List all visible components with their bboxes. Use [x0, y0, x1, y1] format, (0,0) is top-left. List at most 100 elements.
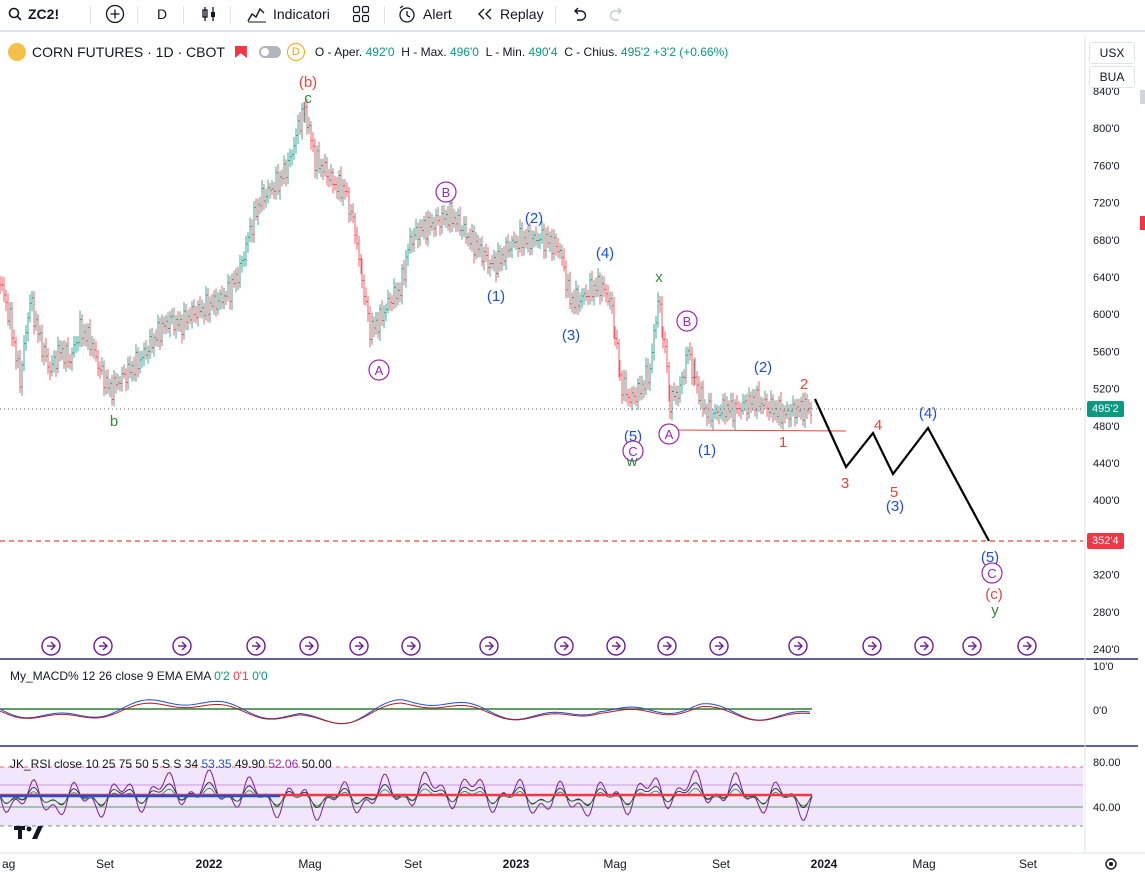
scroll-handle[interactable] [1140, 216, 1145, 230]
price-axis-label: 240'0 [1093, 644, 1120, 656]
divider [137, 6, 138, 24]
wave-label: (1) [487, 288, 505, 305]
layouts-button[interactable] [352, 0, 370, 28]
wave-label: 4 [874, 417, 882, 434]
wave-label: (2) [525, 210, 543, 227]
wave-label: A [665, 427, 674, 442]
alert-button[interactable]: Alert [397, 0, 452, 28]
visibility-toggle[interactable] [258, 46, 281, 58]
symbol-legend[interactable]: CORN FUTURES · 1D · CBOT D O - Aper. 492… [8, 41, 733, 63]
tradingview-logo[interactable] [14, 820, 44, 846]
indicators-label: Indicatori [273, 6, 330, 22]
macd-axis-label: 10'0 [1093, 661, 1113, 673]
symbol-title: CORN FUTURES · 1D · CBOT [32, 44, 225, 60]
wave-label: b [110, 413, 118, 430]
wave-label: (3) [562, 327, 580, 344]
replay-label: Replay [500, 6, 544, 22]
undo-icon [574, 7, 587, 21]
wave-projection-path[interactable] [813, 398, 990, 542]
macd-legend[interactable]: My_MACD% 12 26 close 9 EMA EMA 0'2 0'1 0… [10, 669, 268, 683]
wave-label-circle [368, 359, 390, 381]
unit-selector[interactable]: BUA [1089, 66, 1135, 88]
wave-label: 1 [779, 434, 787, 451]
compare-button[interactable] [105, 0, 125, 28]
event-marker-arrow [666, 641, 672, 651]
support-line [671, 429, 847, 432]
price-axis-label: 480'0 [1093, 421, 1120, 433]
rsi-legend[interactable]: JK_RSI close 10 25 75 50 5 S S 34 53.35 … [10, 757, 332, 771]
event-marker-arrow [563, 641, 569, 651]
wave-label: C [628, 444, 637, 459]
time-axis-label: 2023 [503, 857, 530, 871]
wave-label: (4) [596, 245, 614, 262]
divider [384, 6, 385, 24]
price-axis-label: 560'0 [1093, 346, 1120, 358]
wave-label: (5) [981, 549, 999, 566]
wave-label: (4) [919, 405, 937, 422]
event-marker-arrow [308, 641, 314, 651]
redo-button[interactable] [608, 0, 626, 28]
wave-label-circle [676, 310, 698, 332]
time-axis-label: Set [712, 857, 731, 871]
wave-label: 3 [841, 475, 849, 492]
symbol-search[interactable]: ZC2! [8, 0, 59, 28]
plus-circle-icon [105, 4, 125, 24]
chart-type-button[interactable] [200, 0, 218, 28]
interval-button[interactable]: D [157, 0, 167, 28]
flag-icon[interactable] [234, 46, 247, 58]
event-marker-arrow [255, 641, 261, 651]
price-axis-label: 680'0 [1093, 235, 1120, 247]
replay-button[interactable]: Replay [476, 0, 544, 28]
low-label: L - Min. [485, 45, 526, 59]
macd-value: 0'2 [214, 669, 230, 683]
price-axis[interactable]: 840'0 800'0 760'0 720'0 680'0 640'0 600'0 560'0… [1093, 86, 1120, 656]
undo-button[interactable] [570, 0, 588, 28]
currency-label: USX [1099, 46, 1125, 60]
time-axis-label: Mag [298, 857, 321, 871]
event-marker-arrow [102, 641, 108, 651]
wave-label: (5) [624, 428, 642, 445]
event-marker-arrow [1026, 641, 1032, 651]
tradingview-logo-icon [14, 826, 43, 839]
close-value: 495'2 [620, 45, 650, 59]
wave-label: (b) [299, 74, 317, 91]
scroll-handle[interactable] [1140, 90, 1145, 104]
event-marker-arrow [50, 641, 56, 651]
event-marker-arrow [871, 641, 877, 651]
gear-icon[interactable] [1105, 858, 1117, 870]
price-chart[interactable]: 840'0 800'0 760'0 720'0 680'0 640'0 600'0 560'0… [0, 32, 1145, 885]
wave-label: c [304, 90, 312, 107]
event-marker-arrow [358, 641, 364, 651]
currency-selector[interactable]: USX [1089, 42, 1135, 64]
top-toolbar: ZC2! D Indicatori Alert Replay [0, 0, 1145, 32]
wave-label-circle [658, 423, 680, 445]
rsi-axis-label: 40.00 [1093, 802, 1121, 814]
wave-label: y [991, 602, 999, 619]
open-value: 492'0 [365, 45, 395, 59]
price-axis-label: 800'0 [1093, 123, 1120, 135]
low-value: 490'4 [528, 45, 558, 59]
rsi-value: 49.90 [234, 757, 265, 771]
high-label: H - Max. [401, 45, 447, 59]
indicators-button[interactable]: Indicatori [247, 0, 330, 28]
wave-label: B [683, 314, 692, 329]
price-axis-label: 760'0 [1093, 160, 1120, 172]
macd-signal-line [0, 702, 811, 725]
event-marker-arrow [797, 641, 803, 651]
event-markers [41, 636, 1037, 656]
wave-label: B [442, 185, 451, 200]
price-axis-label: 440'0 [1093, 458, 1120, 470]
price-axis-label: 720'0 [1093, 198, 1120, 210]
rsi-title: JK_RSI close 10 25 75 50 5 S S 34 [10, 757, 199, 771]
alarm-clock-icon [399, 5, 415, 23]
change-value: +3'2 (+0.66%) [653, 45, 729, 59]
interval-label: D [157, 6, 168, 22]
wave-label: (1) [698, 442, 716, 459]
time-axis[interactable]: ag Set 2022 Mag Set 2023 Mag Set 2024 Mag Set [2, 857, 1038, 871]
event-marker-arrow [615, 641, 621, 651]
time-axis-label: Mag [603, 857, 626, 871]
rsi-plot [0, 769, 813, 821]
rewind-icon [478, 8, 492, 20]
last-price-tag: 495'2 [1087, 401, 1124, 417]
target-price-tag: 352'4 [1087, 533, 1124, 549]
